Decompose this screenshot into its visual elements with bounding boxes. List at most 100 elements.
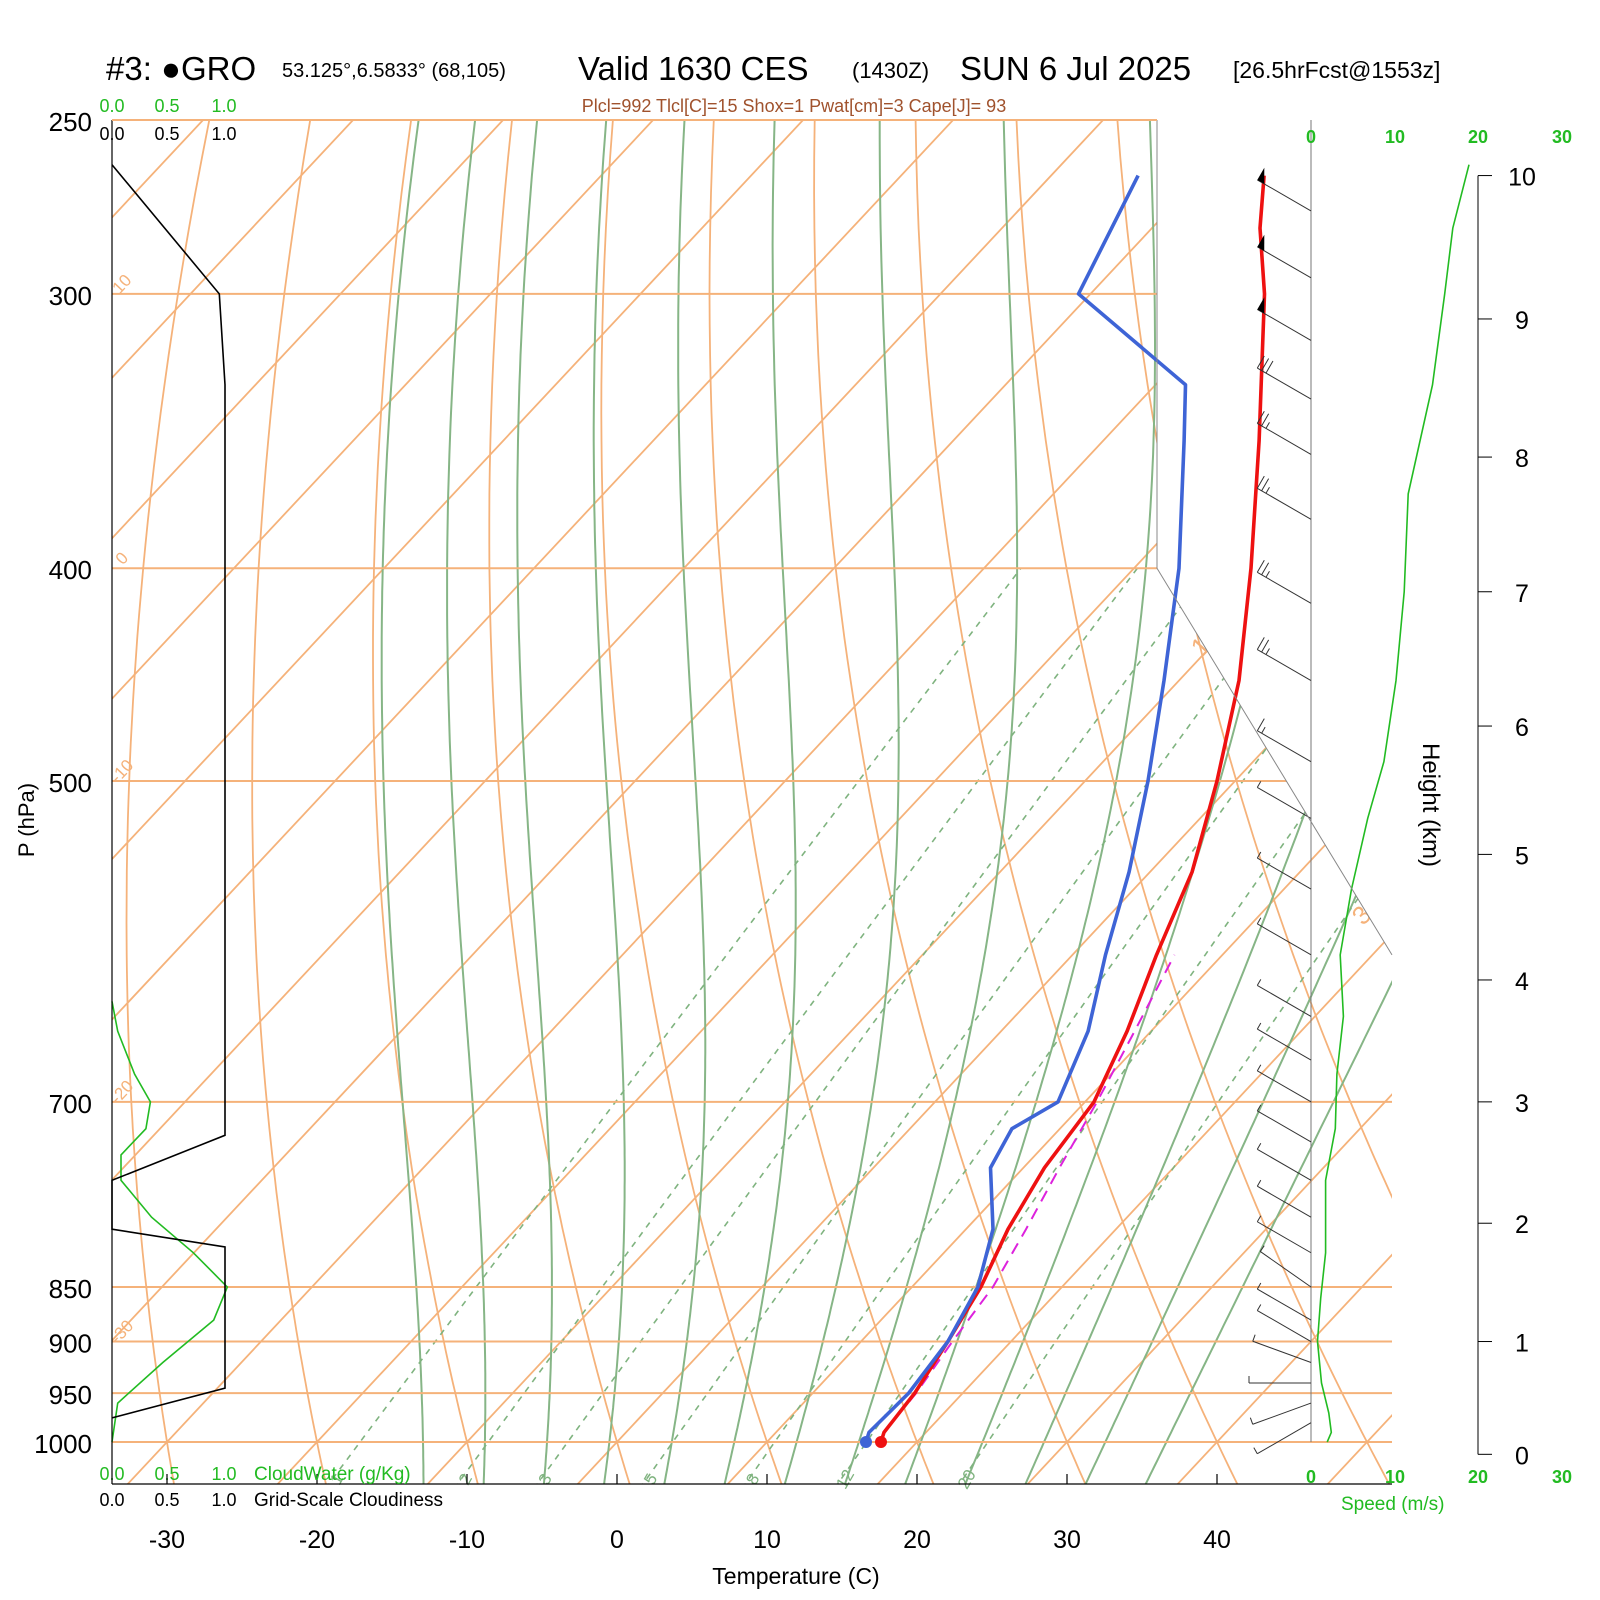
isotherm-line [112,120,1104,1182]
moist-adiabat [783,120,900,1484]
temp-tick-label: 40 [1203,1526,1231,1554]
dry-adiabat [488,120,631,1484]
barb-half [1265,570,1270,578]
cloudwater-tick: 1.0 [211,1464,236,1484]
barb-staff [1259,1251,1312,1288]
barb-half [1256,1179,1262,1187]
barb-staff [1257,1185,1312,1218]
height-tick-label: 9 [1515,307,1529,335]
dry-adiabat [600,120,783,1484]
height-tick-label: 7 [1515,580,1529,608]
moist-adiabat [446,120,487,1484]
barb-half [1256,1142,1262,1150]
mixing-ratio-label: 12 [832,1466,858,1492]
pressure-tick-label: 700 [49,1089,92,1119]
wind-barb [1256,1304,1312,1342]
barb-half [1265,486,1270,494]
barb-full [1256,718,1265,731]
barb-staff [1257,1422,1312,1455]
moist-adiabat [843,120,1019,1484]
wind-speed-line [1316,164,1470,1443]
valid-time: Valid 1630 CES [578,50,809,87]
barb-half [1256,781,1262,788]
barb-half [1256,1282,1262,1290]
barb-staff [1257,179,1312,212]
temp-tick-label: 30 [1053,1526,1081,1554]
sounding-profiles [860,174,1267,1448]
barb-half [1256,917,1262,925]
pressure-tick-label: 500 [49,768,92,798]
pressure-tick-label: 850 [49,1274,92,1304]
mixing-ratio-label: 8 [742,1470,763,1488]
forecast-date: SUN 6 Jul 2025 [960,50,1191,87]
wind-barb [1252,1334,1312,1363]
barb-staff [1257,1070,1312,1103]
cloudwater-label: CloudWater (g/Kg) [254,1464,411,1485]
speed-tick: 10 [1385,127,1405,147]
temp-tick-label: -20 [299,1526,335,1554]
isotherm-label: -30 [107,1316,138,1347]
wind-barb [1256,355,1312,400]
barb-staff [1257,1288,1312,1321]
barb-full [1261,358,1270,371]
dry-adiabat [251,120,327,1484]
wind-barb [1256,851,1312,890]
barb-half [1265,648,1270,655]
y-axis-title: P (hPa) [14,783,39,857]
speed-tick: 30 [1552,1467,1572,1487]
cloudiness-label: Grid-Scale Cloudiness [254,1490,443,1511]
speed-tick: 0 [1306,1467,1316,1487]
barb-half [1256,1022,1262,1030]
barb-full [1261,639,1270,653]
pressure-tick-label: 950 [49,1380,92,1410]
parcel-line [883,954,1176,1434]
wind-barb [1256,1142,1312,1181]
barb-full [1256,559,1265,573]
dry-adiabat [125,120,211,1484]
dry-adiabat [1015,120,1391,1484]
dry-adiabat [708,120,935,1484]
isobar-lines [112,119,1392,1443]
speed-tick: 20 [1468,1467,1488,1487]
speed-tick: 30 [1552,127,1572,147]
barb-staff [1257,308,1312,341]
barb-half [1249,1417,1254,1425]
wind-barb [1256,1064,1312,1103]
moist-adiabat [592,120,626,1484]
wind-barb [1253,1422,1312,1455]
height-tick-label: 0 [1515,1442,1529,1470]
isotherm-line [112,120,1254,1342]
moist-adiabat [1084,811,1392,1484]
utc-time: (1430Z) [852,58,929,83]
diagram-edge [1156,120,1393,956]
wind-barb [1256,979,1312,1017]
dry-adiabat [372,120,479,1484]
barb-half [1256,1304,1262,1311]
height-tick-label: 1 [1515,1330,1529,1358]
height-axis: 0 1 2 3 4 5 6 7 8 9 10 [1477,164,1536,1470]
cloudiness-tick: 1.0 [211,124,236,144]
cloud-panel: 0.00.00.00.00.50.50.50.51.01.01.01.0 [99,96,236,1510]
isotherm-line [1026,1093,1392,1484]
station-prefix: #3: ●GRO [106,50,256,87]
mixing-ratio-line [456,567,1139,1484]
moist-adiabat [1144,979,1392,1484]
height-tick-label: 8 [1515,445,1529,473]
wind-barb [1257,167,1312,212]
moist-adiabat [663,120,707,1484]
barb-staff [1257,1028,1312,1061]
barb-staff [1257,246,1312,279]
barb-half [1252,1334,1256,1342]
isotherm-line [112,120,804,861]
barb-half [1256,1104,1262,1112]
barb-full [1261,478,1270,492]
barb-half [1256,979,1262,986]
barb-full [1261,562,1270,576]
isotherm-label: 0 [112,549,132,569]
wind-barb [1256,781,1312,819]
barb-full [1256,475,1265,489]
speed-axis-title: Speed (m/s) [1341,1494,1444,1515]
height-tick-label: 10 [1508,164,1536,192]
barb-flag [1257,234,1265,251]
